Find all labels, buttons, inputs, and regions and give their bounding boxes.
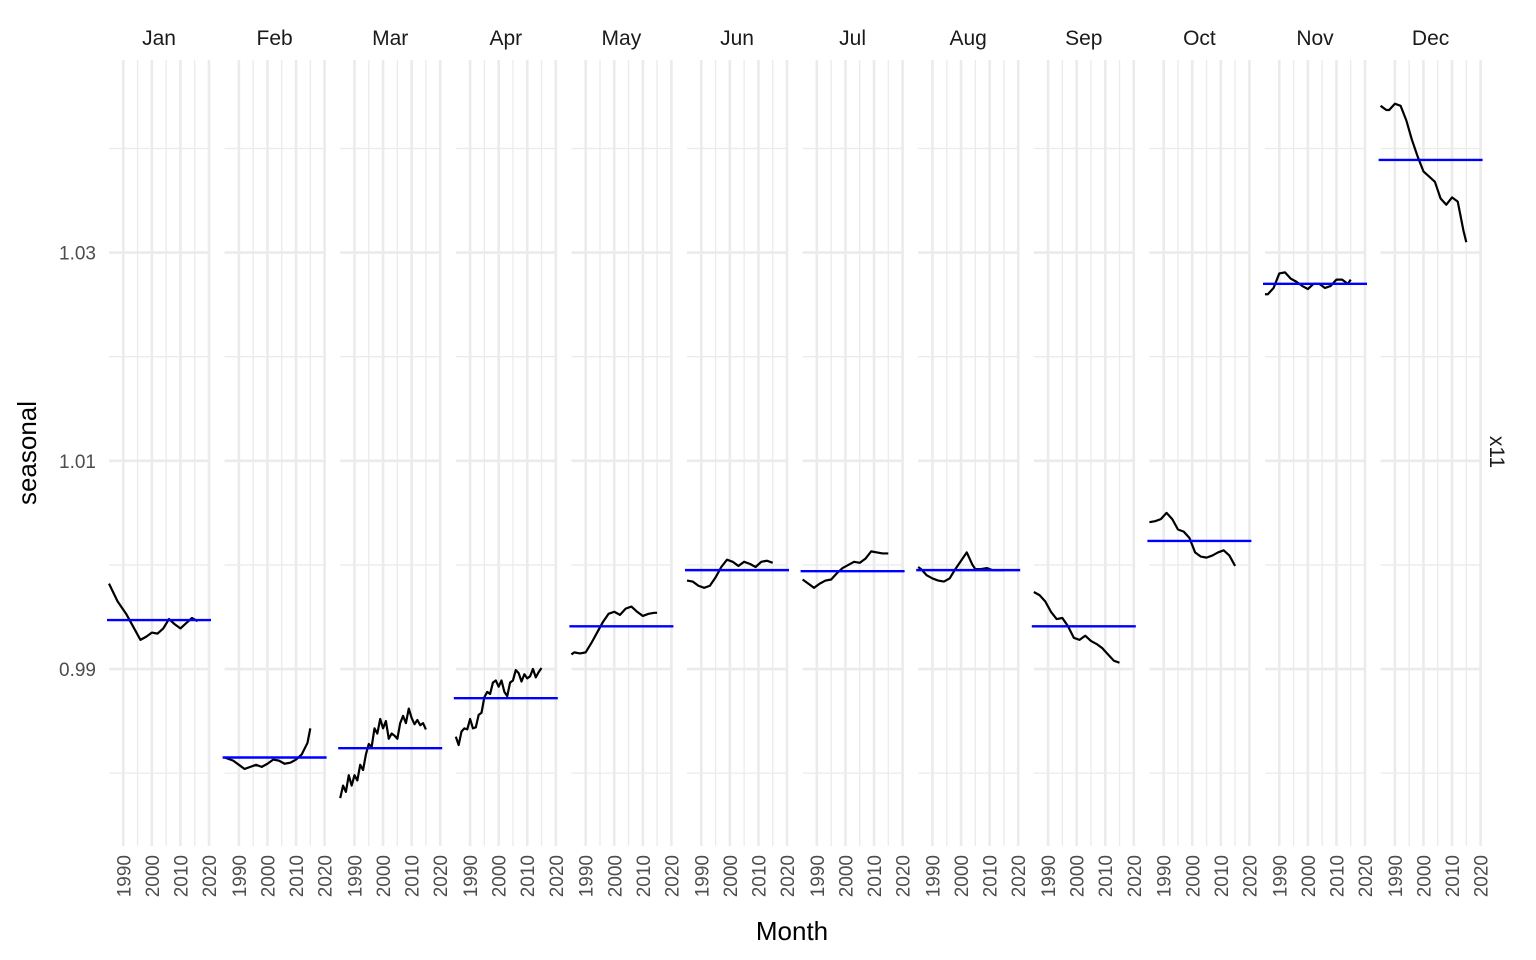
x-tick-label: 1990 bbox=[114, 855, 135, 897]
x-tick-label: 2000 bbox=[258, 855, 279, 897]
x-tick-label: 2010 bbox=[749, 855, 770, 897]
x-tick-label: 2010 bbox=[287, 855, 308, 897]
x-tick-label: 1990 bbox=[461, 855, 482, 897]
x-tick-label: 1990 bbox=[577, 855, 598, 897]
facet-panel-may: May 1990 2000 2010 2020 bbox=[569, 27, 683, 897]
x-tick-label: 2000 bbox=[1299, 855, 1320, 897]
facet-panel-aug: Aug 1990 2000 2010 2020 bbox=[916, 27, 1030, 897]
facet-panel-jul: Jul 1990 2000 2010 2020 bbox=[800, 27, 915, 897]
x-tick-label: 2010 bbox=[865, 855, 886, 897]
x-tick-label: 1990 bbox=[1270, 855, 1291, 897]
x-tick-label: 2010 bbox=[1327, 855, 1348, 897]
seasonal-series-line bbox=[1149, 511, 1237, 567]
x-tick-label: 2020 bbox=[894, 855, 915, 897]
x-tick-label: 2010 bbox=[981, 855, 1002, 897]
x-tick-label: 2020 bbox=[547, 855, 568, 897]
facet-label: Sep bbox=[1065, 27, 1102, 50]
x-tick-label: 2020 bbox=[1125, 855, 1146, 897]
x-tick-label: 2020 bbox=[431, 855, 452, 897]
x-tick-label: 2000 bbox=[952, 855, 973, 897]
seasonal-series-line bbox=[570, 605, 658, 656]
x-tick-label: 2020 bbox=[200, 855, 221, 897]
x-tick-label: 2020 bbox=[316, 855, 337, 897]
x-tick-label: 2020 bbox=[778, 855, 799, 897]
facet-label: Nov bbox=[1296, 27, 1334, 50]
seasonal-series-line bbox=[1033, 591, 1120, 664]
facet-label: Jun bbox=[720, 27, 754, 50]
x-tick-label: 1990 bbox=[692, 855, 713, 897]
facet-panel-jan: Jan 1990 2000 2010 2020 bbox=[107, 27, 221, 897]
facet-label: Mar bbox=[372, 27, 408, 50]
x-tick-label: 2000 bbox=[721, 855, 742, 897]
facet-panel-apr: Apr 1990 2000 2010 2020 bbox=[453, 27, 568, 897]
x-tick-label: 1990 bbox=[230, 855, 251, 897]
x-tick-label: 1990 bbox=[1039, 855, 1060, 897]
x-tick-label: 2020 bbox=[1240, 855, 1261, 897]
facet-label: Jul bbox=[839, 27, 866, 50]
seasonal-series-line bbox=[454, 667, 543, 747]
facet-panel-dec: Dec 1990 2000 2010 2020 bbox=[1378, 27, 1493, 897]
x-tick-label: 2000 bbox=[143, 855, 164, 897]
x-tick-label: 2010 bbox=[518, 855, 539, 897]
x-tick-label: 2000 bbox=[836, 855, 857, 897]
x-tick-label: 2000 bbox=[1068, 855, 1089, 897]
facet-panel-feb: Feb 1990 2000 2010 2020 bbox=[222, 27, 337, 897]
x-tick-label: 1990 bbox=[345, 855, 366, 897]
facet-label: May bbox=[602, 27, 642, 50]
facet-panel-sep: Sep 1990 2000 2010 2020 bbox=[1031, 27, 1146, 897]
facet-strip-label: x11 bbox=[1485, 436, 1508, 468]
y-axis-title: seasonal bbox=[12, 401, 42, 505]
x-tick-label: 2020 bbox=[1356, 855, 1377, 897]
facet-panel-oct: Oct 1990 2000 2010 2020 bbox=[1147, 27, 1261, 897]
x-tick-label: 2000 bbox=[1414, 855, 1435, 897]
facet-label: Apr bbox=[489, 27, 522, 50]
x-tick-label: 2020 bbox=[662, 855, 683, 897]
facet-label: Aug bbox=[950, 27, 987, 50]
facet-label: Feb bbox=[257, 27, 293, 50]
y-tick-label: 0.99 bbox=[59, 660, 96, 681]
seasonal-series-line bbox=[1265, 271, 1352, 296]
x-tick-label: 2010 bbox=[634, 855, 655, 897]
facet-panel-jun: Jun 1990 2000 2010 2020 bbox=[685, 27, 799, 897]
x-tick-label: 2010 bbox=[1443, 855, 1464, 897]
x-tick-label: 2020 bbox=[1009, 855, 1030, 897]
seasonal-series-line bbox=[801, 550, 889, 589]
seasonal-series-line bbox=[339, 707, 427, 799]
x-tick-label: 1990 bbox=[1155, 855, 1176, 897]
facet-label: Dec bbox=[1412, 27, 1449, 50]
x-tick-label: 1990 bbox=[1386, 855, 1407, 897]
y-tick-label: 1.03 bbox=[59, 244, 96, 265]
facet-label: Oct bbox=[1183, 27, 1216, 50]
x-tick-label: 2010 bbox=[403, 855, 424, 897]
x-tick-label: 2000 bbox=[490, 855, 511, 897]
facet-panel-nov: Nov 1990 2000 2010 2020 bbox=[1263, 27, 1377, 897]
seasonal-series-line bbox=[917, 551, 1004, 583]
facet-panel-mar: Mar 1990 2000 2010 2020 bbox=[338, 27, 452, 897]
y-tick-label: 1.01 bbox=[59, 452, 96, 473]
x-tick-label: 2000 bbox=[1183, 855, 1204, 897]
x-tick-label: 1990 bbox=[923, 855, 944, 897]
y-axis: 0.99 1.01 1.03 bbox=[59, 244, 96, 681]
x-tick-label: 2020 bbox=[1472, 855, 1493, 897]
seasonal-series-line bbox=[686, 558, 774, 589]
x-axis-title: Month bbox=[756, 916, 828, 946]
x-tick-label: 2010 bbox=[1096, 855, 1117, 897]
facet-label: Jan bbox=[142, 27, 176, 50]
seasonal-series-line bbox=[1379, 102, 1468, 243]
x-tick-label: 2000 bbox=[374, 855, 395, 897]
x-tick-label: 1990 bbox=[808, 855, 829, 897]
x-tick-label: 2010 bbox=[171, 855, 192, 897]
x-tick-label: 2000 bbox=[605, 855, 626, 897]
x-tick-label: 2010 bbox=[1212, 855, 1233, 897]
